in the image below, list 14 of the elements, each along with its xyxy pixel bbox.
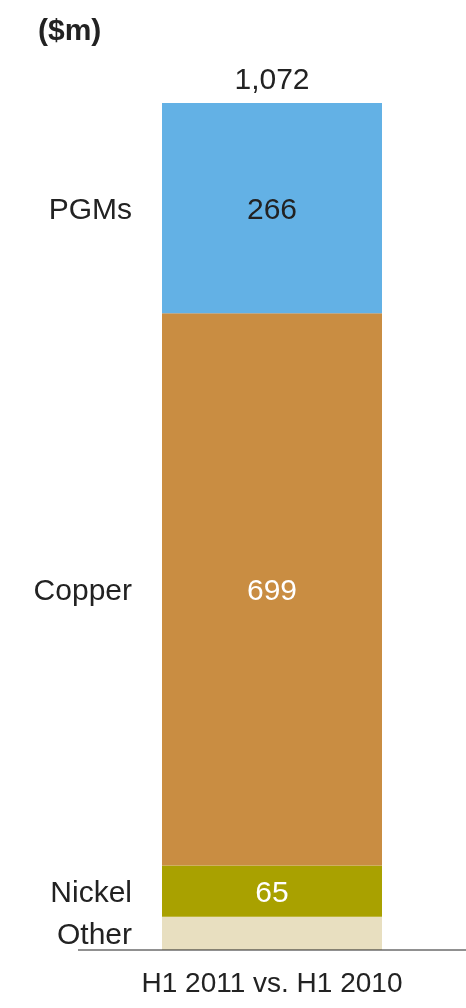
series-label: PGMs (48, 191, 132, 225)
bar (162, 103, 382, 314)
bar (162, 313, 382, 866)
x-tick-label: H1 2011 vs. H1 2010 (141, 966, 403, 998)
series-label: Copper (33, 572, 132, 606)
data-label: 65 (255, 874, 289, 908)
data-label: 266 (246, 191, 298, 225)
series-label: Nickel (50, 874, 132, 908)
data-label: 699 (246, 572, 298, 606)
bar (162, 916, 382, 950)
total-label: 1,072 (234, 62, 310, 95)
bar (162, 865, 382, 917)
series-label: Other (56, 916, 133, 950)
chart-title: ($m) (37, 12, 103, 48)
